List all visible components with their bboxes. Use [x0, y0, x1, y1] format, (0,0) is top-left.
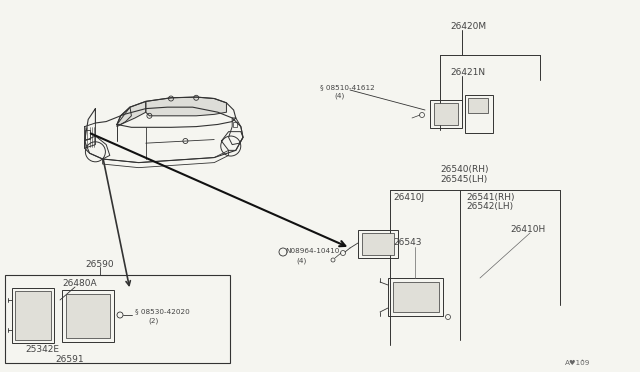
Text: 26410H: 26410H [510, 225, 545, 234]
Text: (4): (4) [334, 92, 344, 99]
Bar [468, 98, 488, 113]
Text: 26410J: 26410J [393, 193, 424, 202]
Polygon shape [117, 102, 146, 125]
Bar [465, 95, 493, 133]
Bar [15, 291, 51, 340]
Text: A♥10̀9: A♥10̀9 [565, 360, 590, 366]
Bar [362, 233, 394, 255]
Text: 25342E: 25342E [25, 345, 59, 354]
Polygon shape [146, 97, 227, 116]
Bar [5, 275, 230, 363]
Text: 26591: 26591 [55, 355, 84, 364]
Bar [430, 100, 462, 128]
Text: N08964-10410: N08964-10410 [285, 248, 339, 254]
Bar [12, 288, 54, 343]
Text: 26420M: 26420M [450, 22, 486, 31]
Text: 26542(LH): 26542(LH) [466, 202, 513, 211]
Text: § 08530-42020: § 08530-42020 [135, 308, 189, 314]
Polygon shape [117, 107, 131, 126]
Text: (4): (4) [296, 258, 307, 264]
Bar [62, 290, 114, 342]
Bar [66, 294, 110, 338]
Bar [358, 230, 398, 258]
Text: 26543: 26543 [393, 238, 422, 247]
Text: 26545(LH): 26545(LH) [440, 175, 487, 184]
Bar [434, 103, 458, 125]
Bar [85, 130, 90, 139]
Text: 26421N: 26421N [450, 68, 485, 77]
Text: 26480A: 26480A [62, 279, 97, 288]
Text: 26540(RH): 26540(RH) [440, 165, 488, 174]
Text: 26590: 26590 [85, 260, 114, 269]
Text: (2): (2) [148, 318, 158, 324]
Bar [388, 278, 443, 316]
Bar [393, 282, 439, 312]
Text: 26541(RH): 26541(RH) [466, 193, 515, 202]
Text: § 08510-41612: § 08510-41612 [320, 84, 375, 90]
Bar [233, 122, 237, 127]
